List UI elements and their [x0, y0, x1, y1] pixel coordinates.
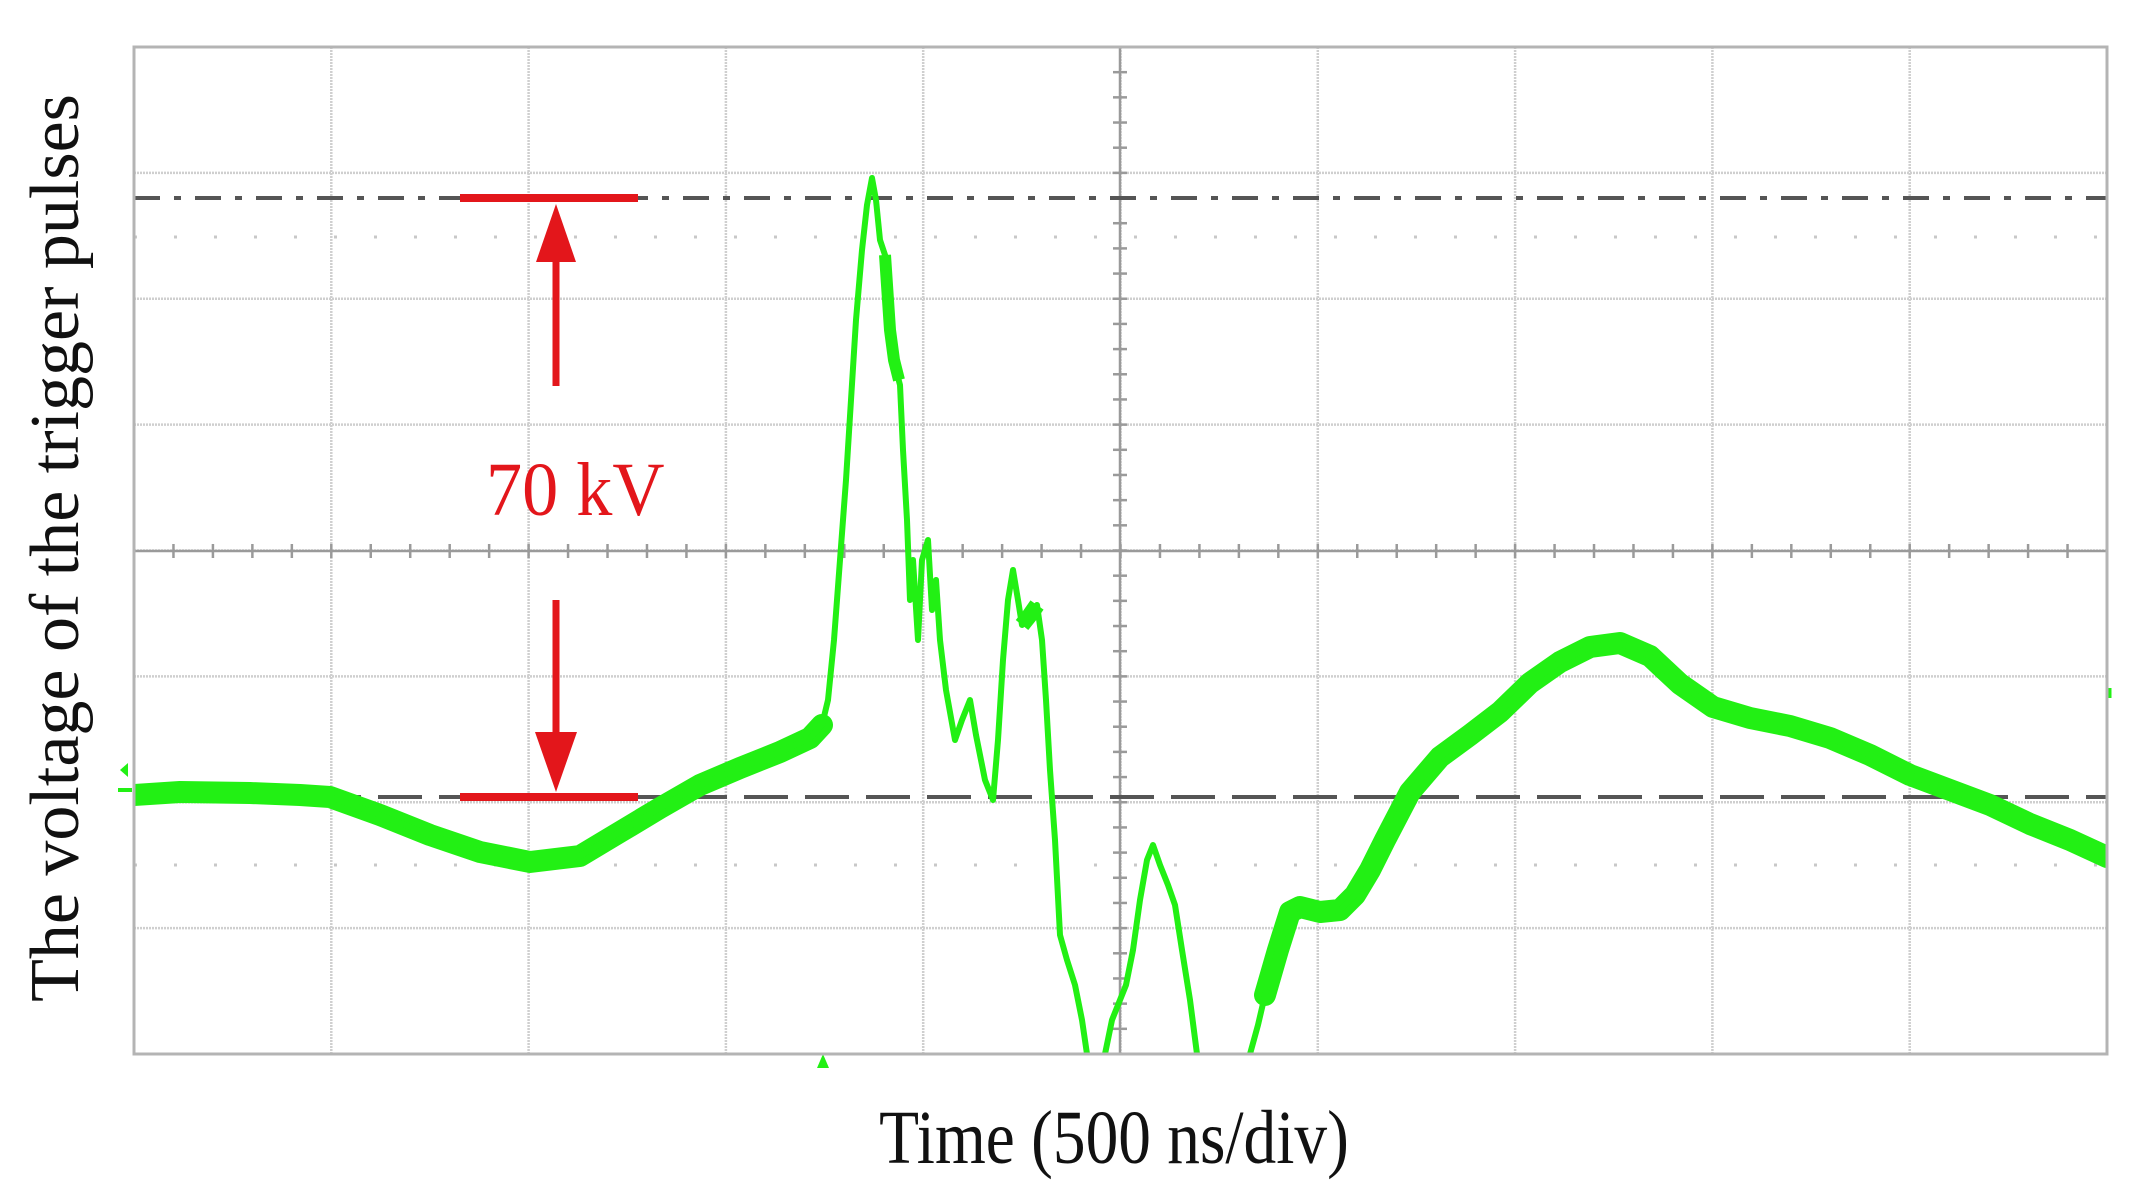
trace-noise-band	[879, 254, 905, 382]
voltage-annotation-label: 70 kV	[486, 448, 665, 532]
trace-noise-band	[1254, 632, 2107, 1006]
voltage-trace	[134, 175, 2107, 1054]
plot-frame	[132, 45, 2109, 1056]
trace-line	[134, 175, 1090, 1054]
trace-line	[1102, 842, 1200, 1054]
arrow-down-icon	[535, 732, 577, 792]
center-axes	[132, 45, 2109, 1056]
y-axis-label: The voltage of the trigger pulses	[17, 94, 94, 1002]
x-axis-label: Time (500 ns/div)	[879, 1096, 1349, 1180]
trace-line	[1247, 640, 2107, 1054]
trigger-position-marker-icon	[817, 1054, 829, 1068]
arrow-up-icon	[536, 204, 576, 262]
70kv-annotation-arrows	[460, 194, 638, 801]
channel-markers	[118, 688, 2112, 1068]
channel-marker-icon	[120, 763, 128, 777]
trace-noise-band	[1015, 600, 1044, 630]
